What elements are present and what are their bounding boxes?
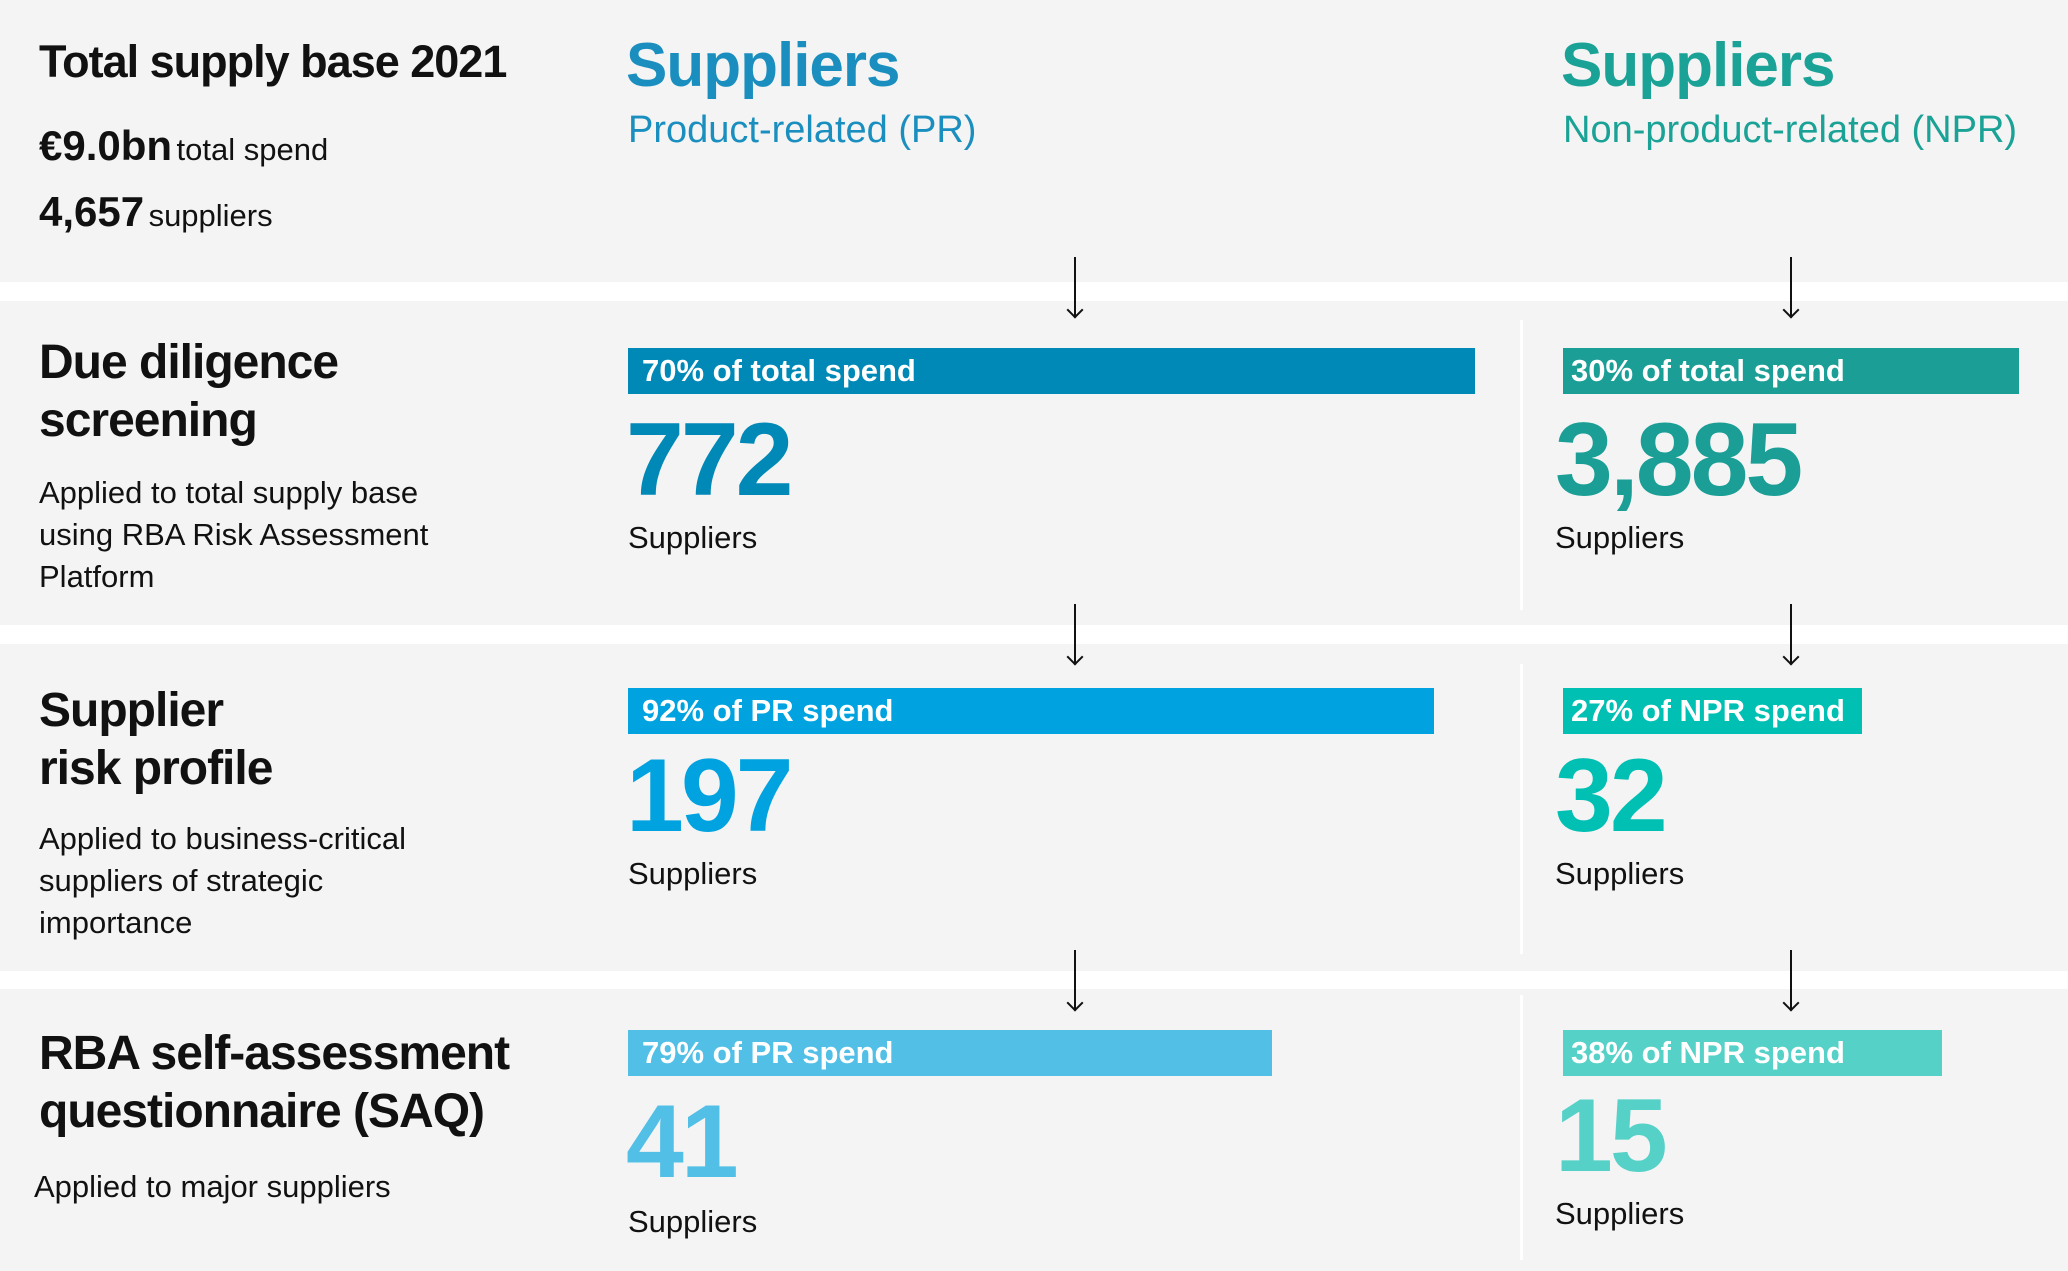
arrow-down-icon bbox=[1074, 604, 1076, 664]
desc-line: importance bbox=[39, 905, 193, 940]
desc-line: suppliers of strategic bbox=[39, 863, 324, 898]
pr-supplier-label: Suppliers bbox=[628, 856, 758, 891]
desc-line: Platform bbox=[39, 559, 155, 594]
pr-supplier-count: 772 bbox=[626, 402, 794, 518]
stage-title-line: questionnaire (SAQ) bbox=[39, 1085, 485, 1138]
pr-spend-bar: 70% of total spend bbox=[628, 348, 1475, 394]
stage-title: RBA self-assessment questionnaire (SAQ) bbox=[39, 1025, 510, 1141]
desc-line: using RBA Risk Assessment bbox=[39, 517, 429, 552]
npr-supplier-count: 15 bbox=[1555, 1078, 1668, 1194]
suppliers-value: 4,657 bbox=[39, 188, 145, 235]
stage-title-line: Supplier bbox=[39, 684, 224, 737]
pr-supplier-count: 41 bbox=[626, 1084, 739, 1200]
npr-supplier-label: Suppliers bbox=[1555, 520, 1685, 555]
stage-title-line: Due diligence bbox=[39, 336, 339, 389]
stage-title-line: risk profile bbox=[39, 742, 273, 795]
npr-supplier-count: 32 bbox=[1555, 738, 1668, 854]
stage-title-line: screening bbox=[39, 394, 258, 447]
arrow-down-icon bbox=[1074, 950, 1076, 1010]
npr-spend-bar: 27% of NPR spend bbox=[1563, 688, 1862, 734]
pr-column-subtitle: Product-related (PR) bbox=[628, 109, 977, 151]
arrow-down-icon bbox=[1790, 604, 1792, 664]
npr-column-title: Suppliers bbox=[1561, 31, 1836, 100]
pr-spend-bar: 79% of PR spend bbox=[628, 1030, 1272, 1076]
stage-title: Due diligence screening bbox=[39, 334, 339, 450]
summary-title: Total supply base 2021 bbox=[39, 36, 507, 87]
stage-title-line: RBA self-assessment bbox=[39, 1027, 510, 1080]
suppliers-label: suppliers bbox=[148, 198, 273, 233]
npr-supplier-label: Suppliers bbox=[1555, 856, 1685, 891]
npr-supplier-label: Suppliers bbox=[1555, 1196, 1685, 1231]
stage-title: Supplier risk profile bbox=[39, 682, 273, 798]
npr-spend-bar: 38% of NPR spend bbox=[1563, 1030, 1942, 1076]
pr-spend-bar: 92% of PR spend bbox=[628, 688, 1434, 734]
npr-column-subtitle: Non-product-related (NPR) bbox=[1563, 109, 2018, 151]
pr-supplier-label: Suppliers bbox=[628, 520, 758, 555]
column-divider bbox=[1520, 320, 1523, 610]
arrow-down-icon bbox=[1074, 257, 1076, 317]
npr-spend-bar: 30% of total spend bbox=[1563, 348, 2019, 394]
stage-description: Applied to major suppliers bbox=[34, 1166, 391, 1208]
pr-column-title: Suppliers bbox=[626, 31, 901, 100]
total-suppliers: 4,657 suppliers bbox=[39, 188, 273, 246]
spend-value: €9.0bn bbox=[39, 122, 173, 169]
spend-label: total spend bbox=[176, 132, 329, 167]
arrow-down-icon bbox=[1790, 257, 1792, 317]
desc-line: Applied to major suppliers bbox=[34, 1169, 391, 1204]
summary-band bbox=[0, 0, 2068, 282]
pr-supplier-label: Suppliers bbox=[628, 1204, 758, 1239]
desc-line: Applied to business-critical bbox=[39, 821, 407, 856]
pr-supplier-count: 197 bbox=[626, 738, 794, 854]
total-spend: €9.0bn total spend bbox=[39, 122, 328, 180]
stage-description: Applied to business-critical suppliers o… bbox=[39, 818, 406, 944]
column-divider bbox=[1520, 664, 1523, 954]
desc-line: Applied to total supply base bbox=[39, 475, 419, 510]
column-divider bbox=[1520, 995, 1523, 1260]
arrow-down-icon bbox=[1790, 950, 1792, 1010]
stage-description: Applied to total supply base using RBA R… bbox=[39, 472, 428, 598]
npr-supplier-count: 3,885 bbox=[1555, 402, 1803, 518]
